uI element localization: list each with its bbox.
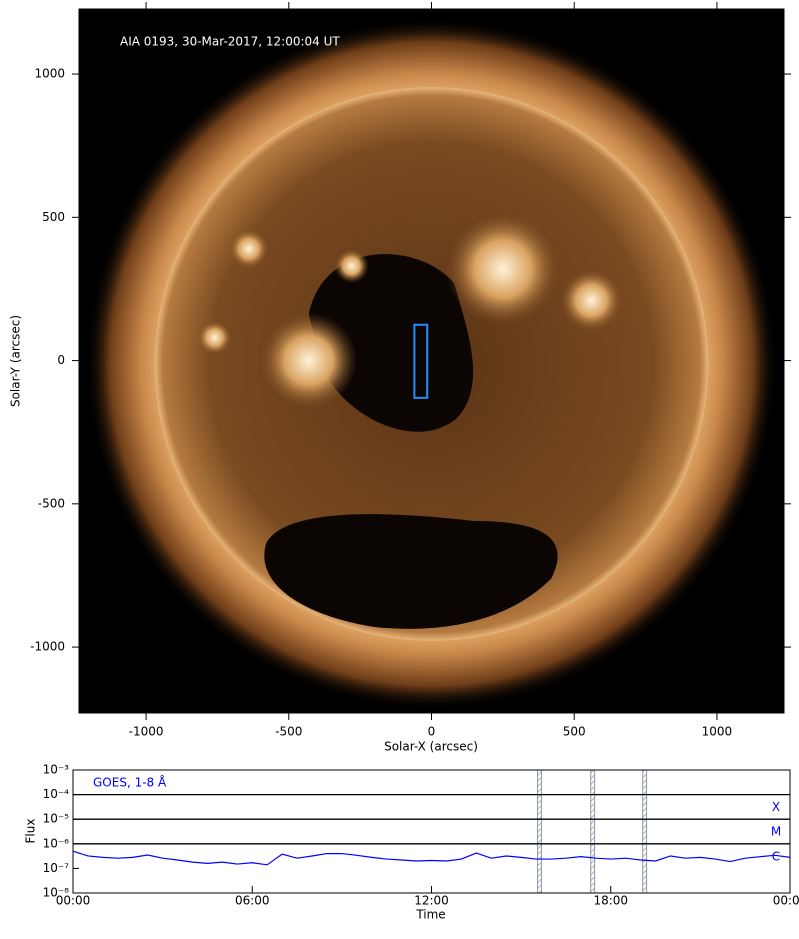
plot-background	[73, 770, 790, 893]
y-tick-label: 10⁻⁸	[43, 886, 70, 900]
y-axis-label: Solar-Y (arcsec)	[9, 315, 23, 407]
coronal-hole	[308, 254, 474, 432]
x-tick-label: 1000	[702, 725, 733, 739]
y-tick-label: 10⁻³	[43, 763, 70, 777]
coronal-hole	[264, 514, 558, 629]
x-tick-label: -500	[275, 725, 302, 739]
x-tick-label: 500	[563, 725, 586, 739]
time-band	[537, 769, 542, 894]
active-region	[228, 228, 269, 269]
goes-panel: GOES, 1-8 Å Time Flux XMC 00:00 06:00 12:00…	[24, 763, 799, 922]
goes-annotation: GOES, 1-8 Å	[93, 775, 167, 790]
flux-line	[72, 850, 791, 866]
y-tick-label: 10⁻⁶	[43, 836, 70, 850]
image-annotation: AIA 0193, 30-Mar-2017, 12:00:04 UT	[120, 35, 340, 49]
solar-image-panel: AIA 0193, 30-Mar-2017, 12:00:04 UT Solar…	[9, 2, 791, 754]
x-tick-label: 00:00	[773, 894, 799, 908]
x-tick-label: 0	[428, 725, 436, 739]
y-tick-label: 500	[42, 210, 65, 224]
flare-level-label: X	[772, 800, 780, 814]
y-axis-label: Flux	[24, 819, 38, 844]
x-axis-label: Time	[415, 908, 445, 922]
x-tick-label: 00:00	[56, 894, 91, 908]
y-tick-label: 0	[57, 353, 65, 367]
y-tick-label: -1000	[30, 640, 65, 654]
y-tick-label: 10⁻⁷	[43, 861, 70, 875]
y-tick-label: 10⁻⁵	[43, 812, 70, 826]
active-region	[334, 248, 369, 284]
plot-frame	[72, 769, 791, 894]
x-tick-label: 06:00	[235, 894, 270, 908]
flare-level-label: C	[772, 849, 780, 863]
active-region	[197, 320, 232, 355]
y-tick-label: 10⁻⁴	[43, 787, 70, 801]
time-band	[642, 769, 648, 894]
x-axis-label: Solar-X (arcsec)	[384, 740, 478, 754]
active-region	[260, 312, 358, 410]
region-box	[413, 323, 429, 399]
y-tick-label: -500	[38, 496, 65, 510]
flare-level-label: M	[771, 825, 781, 839]
x-tick-label: 12:00	[414, 894, 449, 908]
active-region	[445, 211, 560, 326]
x-tick-label: -1000	[129, 725, 164, 739]
y-tick-label: 1000	[34, 67, 65, 81]
time-band	[590, 769, 596, 894]
solar-image	[85, 17, 778, 711]
active-region	[559, 269, 623, 332]
x-tick-label: 18:00	[593, 894, 628, 908]
